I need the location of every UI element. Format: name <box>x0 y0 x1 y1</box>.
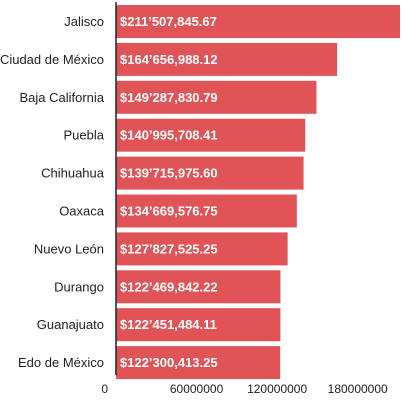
bar-3 <box>116 118 306 152</box>
value-label-2: $149’287,830.79 <box>120 90 218 105</box>
bar-6 <box>116 232 288 266</box>
value-labels-layer: $211’507,845.67 $164’656,988.12 $149’287,8… <box>120 14 218 370</box>
category-label-4: Chihuahua <box>41 166 105 181</box>
category-label-3: Puebla <box>64 128 105 143</box>
bar-8 <box>116 308 281 342</box>
bar-1 <box>116 42 338 76</box>
bar-9 <box>116 346 281 380</box>
value-label-3: $140’995,708.41 <box>120 128 218 143</box>
bar-7 <box>116 270 281 304</box>
category-labels-layer: Jalisco Ciudad de México Baja California Pu… <box>0 14 105 370</box>
category-label-7: Durango <box>54 279 104 294</box>
value-label-8: $122’451,484.11 <box>120 317 217 332</box>
value-label-6: $127’827,525.25 <box>120 241 218 256</box>
category-label-0: Jalisco <box>64 14 104 29</box>
value-label-5: $134’669,576.75 <box>120 204 218 219</box>
category-label-9: Edo de México <box>18 355 104 370</box>
value-label-7: $122’469,842.22 <box>120 279 218 294</box>
category-label-5: Oaxaca <box>59 204 105 219</box>
bar-0 <box>116 5 400 38</box>
category-label-1: Ciudad de México <box>0 52 104 67</box>
x-ticks-layer: 0 60000000 120000000 180000000 <box>101 382 388 396</box>
category-label-8: Guanajuato <box>37 317 104 332</box>
x-tick-label-2: 120000000 <box>247 382 307 396</box>
x-tick-label-3: 180000000 <box>328 382 388 396</box>
value-label-0: $211’507,845.67 <box>120 14 217 29</box>
value-label-9: $122’300,413.25 <box>120 355 218 370</box>
x-tick-label-0: 0 <box>101 382 108 396</box>
bar-4 <box>116 156 304 190</box>
bars-layer <box>116 5 400 380</box>
x-tick-label-1: 60000000 <box>170 382 224 396</box>
value-label-1: $164’656,988.12 <box>120 52 218 67</box>
category-label-6: Nuevo León <box>34 241 104 256</box>
value-label-4: $139’715,975.60 <box>120 166 218 181</box>
bar-2 <box>116 80 317 114</box>
bar-5 <box>116 194 297 228</box>
category-label-2: Baja California <box>19 90 104 105</box>
